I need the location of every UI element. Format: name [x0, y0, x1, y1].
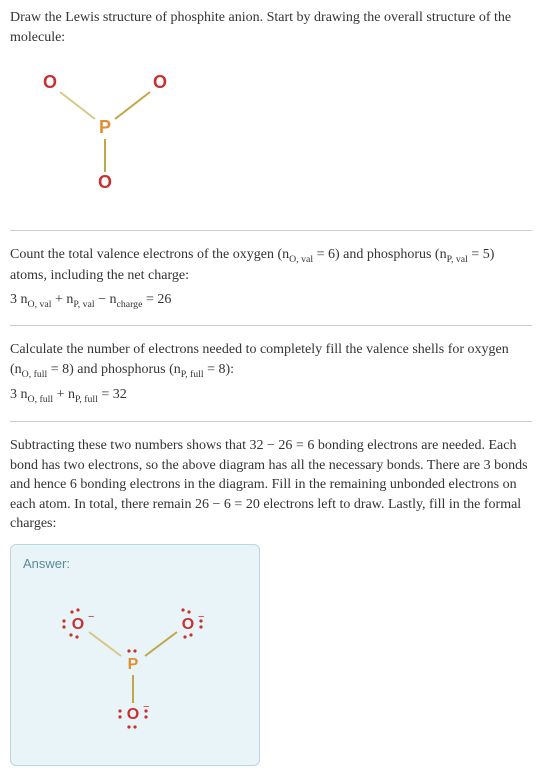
formula-1: 3 nO, val + nP, val − ncharge = 26 [10, 290, 532, 312]
svg-text:O: O [72, 616, 84, 633]
formula2-a: 3 n [10, 387, 28, 402]
formula-2: 3 nO, full + nP, full = 32 [10, 385, 532, 407]
svg-text:O: O [182, 616, 194, 633]
step1-sub1: O, val [289, 254, 313, 265]
formula1-b: + n [51, 292, 73, 307]
answer-label: Answer: [23, 555, 247, 573]
step1-text: Count the total valence electrons of the… [10, 245, 532, 286]
formula1-sub1: O, val [28, 299, 52, 310]
step3-text: Subtracting these two numbers shows that… [10, 436, 532, 534]
formula1-c: − n [95, 292, 117, 307]
svg-text:P: P [128, 656, 139, 673]
step2-text: Calculate the number of electrons needed… [10, 340, 532, 381]
svg-text:−: − [143, 701, 149, 713]
step2-sub2: P, full [181, 369, 204, 380]
formula1-a: 3 n [10, 292, 28, 307]
svg-text:O: O [153, 72, 167, 92]
formula2-sub1: O, full [28, 394, 54, 405]
skeletal-structure-diagram: O O P O [10, 57, 532, 214]
svg-text:−: − [198, 611, 204, 623]
step2-sub1: O, full [22, 369, 48, 380]
step2-part-c: = 8): [204, 362, 234, 377]
svg-text:−: − [88, 611, 94, 623]
formula2-c: = 32 [98, 387, 127, 402]
svg-text:P: P [99, 117, 111, 137]
formula1-d: = 26 [142, 292, 171, 307]
intro-text: Draw the Lewis structure of phosphite an… [10, 8, 532, 47]
answer-box: Answer: O−O−PO− [10, 544, 260, 766]
step1-part-a: Count the total valence electrons of the… [10, 247, 289, 262]
formula2-b: + n [53, 387, 75, 402]
divider-2 [10, 325, 532, 326]
step1-sub2: P, val [447, 254, 468, 265]
step1-part-b: = 6) and phosphorus (n [313, 247, 447, 262]
divider-1 [10, 230, 532, 231]
formula1-sub3: charge [117, 299, 143, 310]
step2-part-b: = 8) and phosphorus (n [47, 362, 181, 377]
formula1-sub2: P, val [73, 299, 94, 310]
formula2-sub2: P, full [75, 394, 98, 405]
divider-3 [10, 421, 532, 422]
svg-text:O: O [98, 172, 112, 192]
lewis-structure-diagram: O−O−PO− [23, 579, 243, 744]
svg-text:O: O [127, 706, 139, 723]
svg-text:O: O [43, 72, 57, 92]
